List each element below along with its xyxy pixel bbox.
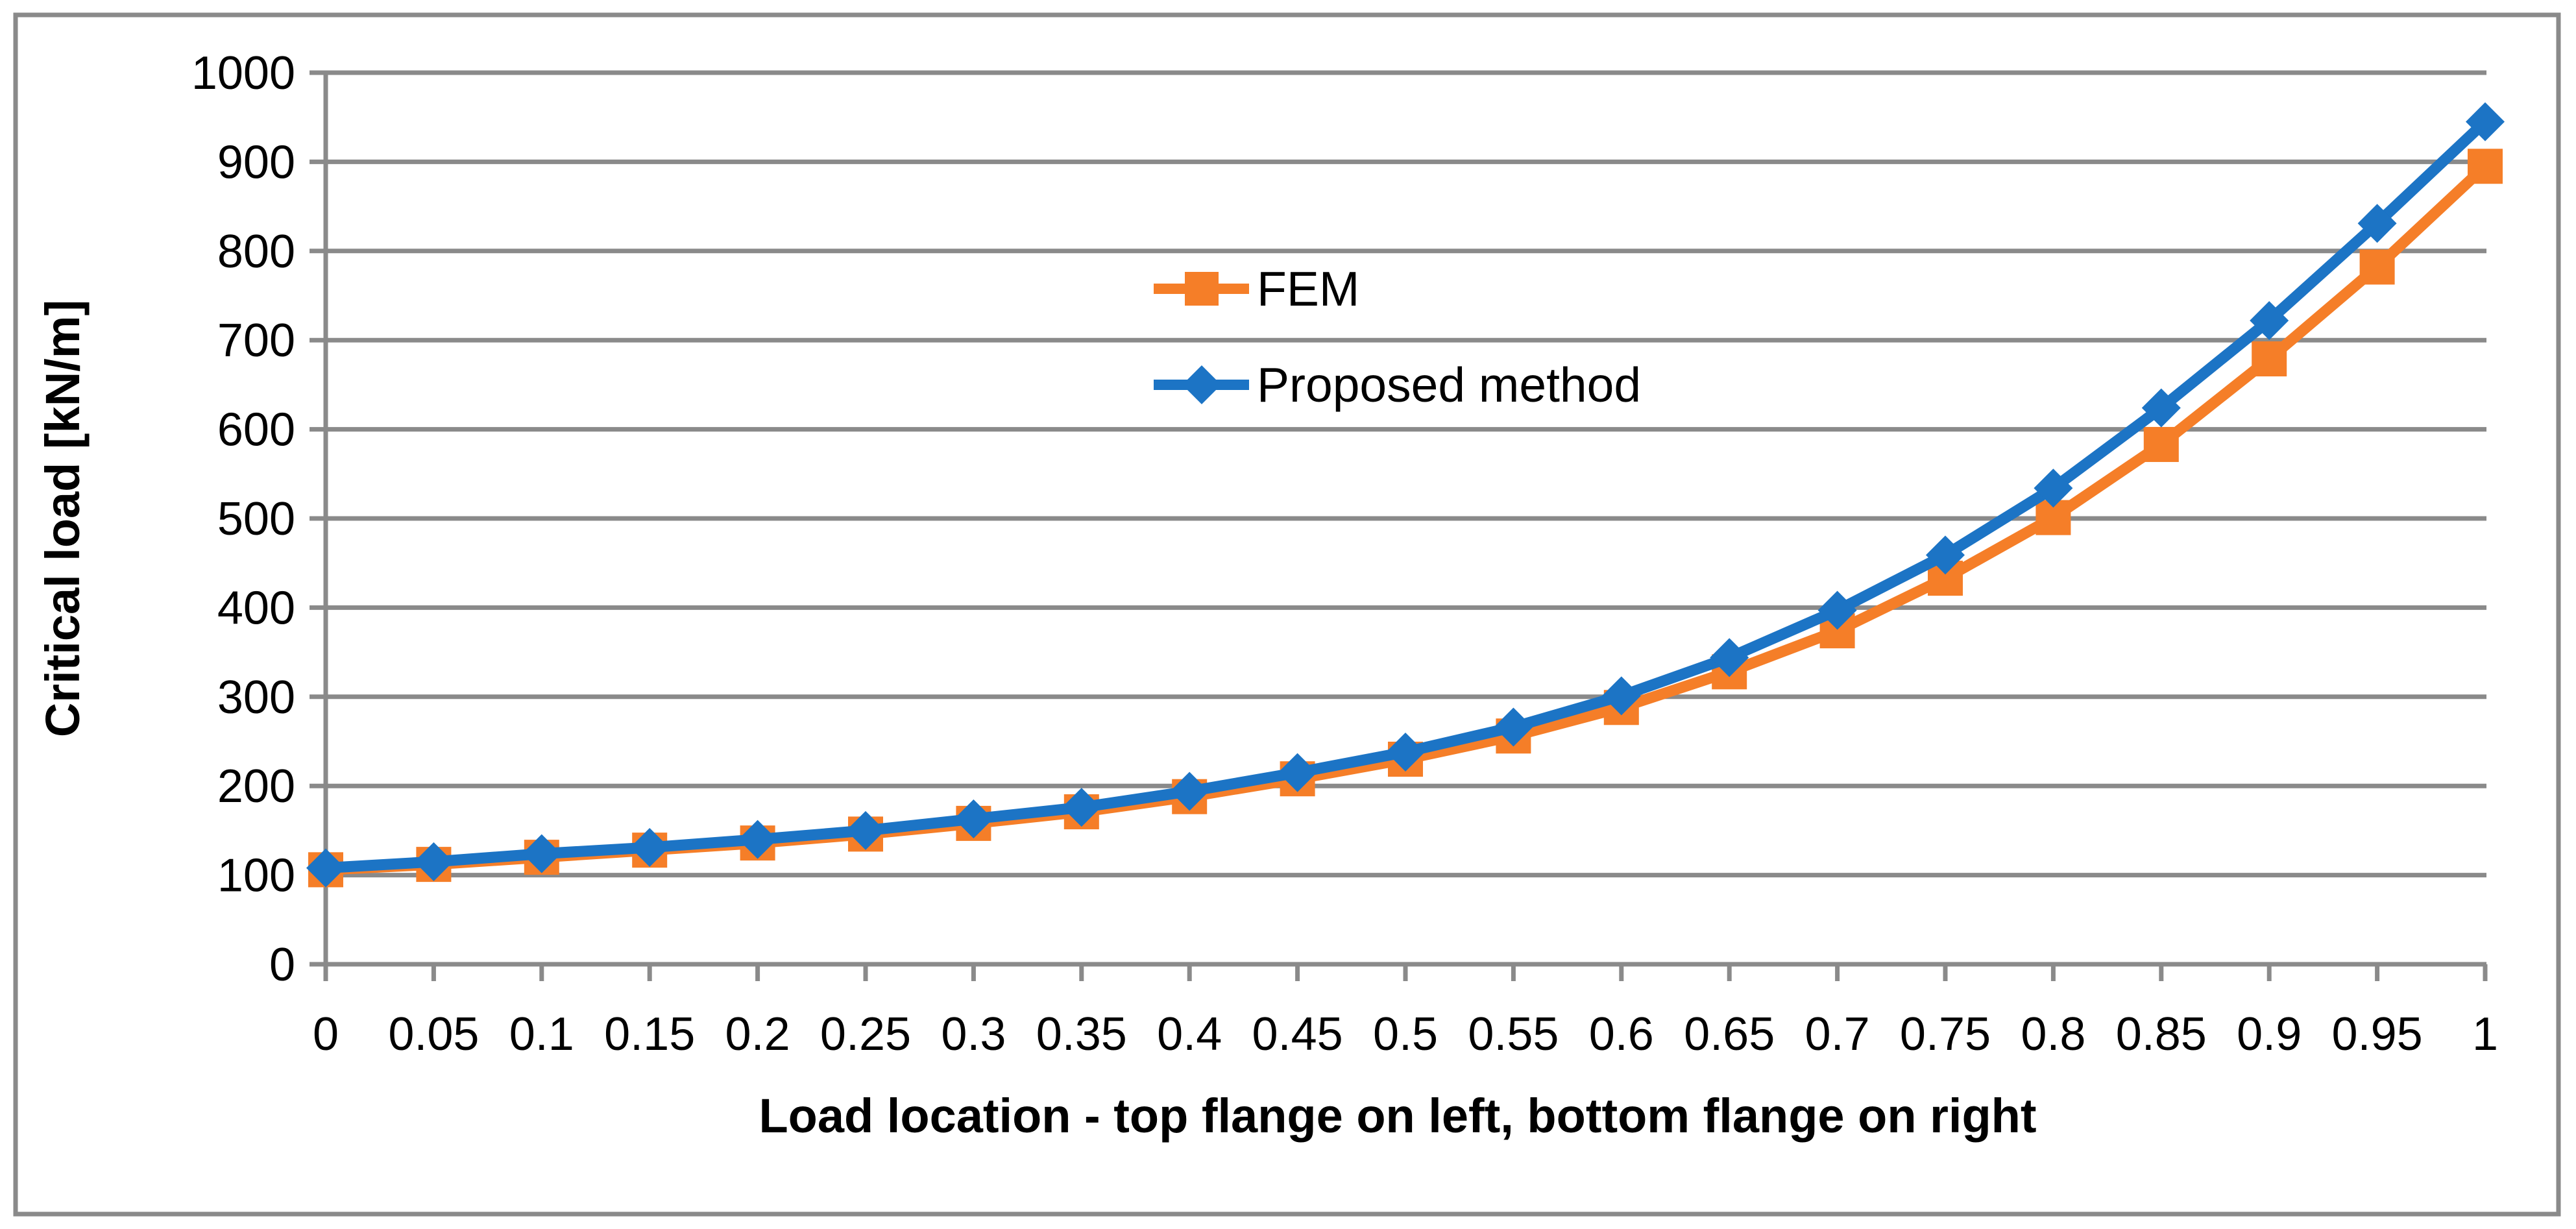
x-tick-label-0.65: 0.65 <box>1684 1008 1775 1060</box>
legend-item-fem: FEM <box>1154 262 1359 316</box>
y-tick-label-700: 700 <box>217 315 295 367</box>
x-tick-label-0.75: 0.75 <box>1900 1008 1991 1060</box>
y-tick-label-800: 800 <box>217 226 295 278</box>
proposed-marker-point-0.75 <box>1926 535 1965 575</box>
x-tick-label-0.55: 0.55 <box>1468 1008 1559 1060</box>
y-tick-label-300: 300 <box>217 672 295 724</box>
x-tick-label-0.2: 0.2 <box>725 1008 790 1060</box>
fem-legend-label: FEM <box>1257 262 1359 316</box>
proposed-marker-point-0.8 <box>2034 468 2073 508</box>
proposed-marker-point-0.65 <box>1710 638 1749 677</box>
proposed-marker-point-0.95 <box>2357 204 2397 243</box>
legend-item-proposed: Proposed method <box>1154 358 1641 412</box>
x-axis-title: Load location - top flange on left, bott… <box>759 1089 2036 1143</box>
x-tick-label-0.95: 0.95 <box>2332 1008 2423 1060</box>
y-tick-label-1000: 1000 <box>191 47 295 99</box>
proposed-marker-point-0.85 <box>2141 388 2181 428</box>
data-series-layer <box>306 102 2505 888</box>
x-tick-label-0.7: 0.7 <box>1805 1008 1870 1060</box>
y-tick-label-200: 200 <box>217 761 295 812</box>
x-tick-label-0.1: 0.1 <box>509 1008 574 1060</box>
fem-marker-point-0.9 <box>2252 341 2287 377</box>
y-tick-label-600: 600 <box>217 404 295 456</box>
x-tick-label-0.05: 0.05 <box>388 1008 479 1060</box>
proposed-marker-point-0 <box>306 848 345 888</box>
chart-border <box>13 12 2561 1217</box>
fem-marker-point-1 <box>2468 149 2503 184</box>
x-tick-label-0.45: 0.45 <box>1252 1008 1343 1060</box>
fem-square-marker-icon <box>1185 272 1219 306</box>
proposed-diamond-marker-icon <box>1182 365 1221 404</box>
legend: FEM Proposed method <box>1154 262 1641 412</box>
axes <box>323 73 2488 981</box>
proposed-marker-point-0.9 <box>2250 300 2289 340</box>
x-tick-label-0.9: 0.9 <box>2237 1008 2302 1060</box>
x-tick-label-0.4: 0.4 <box>1157 1008 1222 1060</box>
x-tick-label-0.15: 0.15 <box>604 1008 695 1060</box>
proposed-marker-point-0.1 <box>522 834 561 873</box>
y-tick-label-100: 100 <box>217 850 295 902</box>
proposed-marker-point-0.45 <box>1278 753 1317 792</box>
x-tick-label-0.25: 0.25 <box>820 1008 911 1060</box>
proposed-marker-point-0.55 <box>1494 707 1533 747</box>
proposed-marker-point-0.05 <box>414 842 454 881</box>
proposed-marker-point-1 <box>2466 102 2505 141</box>
proposed-marker-point-0.2 <box>738 820 777 859</box>
proposed-legend-label: Proposed method <box>1257 358 1641 412</box>
x-tick-label-0: 0 <box>313 1008 339 1060</box>
x-tick-label-0.6: 0.6 <box>1589 1008 1654 1060</box>
y-axis-tick-labels: 0 100 200 300 400 500 600 700 800 900 1000 <box>191 47 295 991</box>
proposed-marker-point-0.4 <box>1170 772 1209 811</box>
x-tick-label-0.35: 0.35 <box>1036 1008 1127 1060</box>
y-axis-title: Critical load [kN/m] <box>36 300 90 737</box>
x-tick-label-0.85: 0.85 <box>2116 1008 2207 1060</box>
proposed-marker-point-0.7 <box>1817 590 1857 630</box>
y-tick-label-0: 0 <box>269 939 295 991</box>
x-axis-tick-labels: 0 0.05 0.1 0.15 0.2 0.25 0.3 0.35 0.4 0.45 0.5 0.55… <box>313 1008 2498 1060</box>
proposed-marker-point-0.6 <box>1601 676 1641 716</box>
proposed-marker-point-0.15 <box>630 828 670 868</box>
y-tick-label-500: 500 <box>217 493 295 545</box>
x-tick-label-0.3: 0.3 <box>941 1008 1006 1060</box>
proposed-marker-point-0.25 <box>846 810 885 850</box>
proposed-marker-point-0.3 <box>954 799 993 839</box>
x-tick-label-0.5: 0.5 <box>1373 1008 1438 1060</box>
proposed-marker-point-0.5 <box>1386 732 1425 772</box>
x-tick-label-1: 1 <box>2472 1008 2498 1060</box>
x-tick-label-0.8: 0.8 <box>2021 1008 2085 1060</box>
fem-marker-point-0.95 <box>2359 249 2395 285</box>
y-tick-label-900: 900 <box>217 136 295 188</box>
y-tick-label-400: 400 <box>217 582 295 634</box>
fem-marker-point-0.85 <box>2143 426 2179 462</box>
proposed-marker-point-0.35 <box>1062 788 1101 827</box>
